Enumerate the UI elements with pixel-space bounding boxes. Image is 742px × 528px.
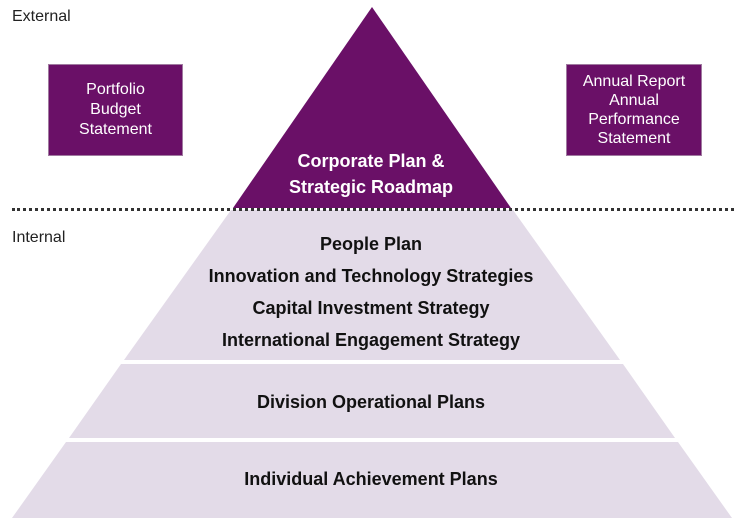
strategy-item: Innovation and Technology Strategies: [208, 266, 534, 286]
internal-zone-label: Internal: [12, 229, 66, 246]
box-line: Statement: [79, 121, 152, 138]
annual-report-box: Annual Report Annual Performance Stateme…: [566, 64, 702, 156]
strategies-text: People Plan Innovation and Technology St…: [0, 228, 742, 356]
apex-line-2: Strategic Roadmap: [288, 177, 454, 197]
apex-text: Corporate Plan & Strategic Roadmap: [0, 148, 742, 200]
strategy-item: People Plan: [319, 234, 423, 254]
strategy-item: Capital Investment Strategy: [252, 298, 490, 318]
box-line: Performance: [588, 111, 680, 128]
external-internal-divider: [12, 208, 734, 211]
box-line: Statement: [597, 130, 671, 147]
external-zone-label: External: [12, 8, 71, 25]
pyramid-apex: [233, 7, 511, 208]
box-line: Portfolio: [86, 81, 145, 98]
strategy-item: International Engagement Strategy: [221, 330, 521, 350]
pyramid-tier-individual: [12, 442, 732, 518]
pyramid-tier-strategies: [124, 210, 620, 360]
individual-achievement-plans-label: Individual Achievement Plans: [244, 469, 498, 489]
box-line: Annual: [609, 92, 659, 109]
apex-line-1: Corporate Plan &: [297, 151, 445, 171]
portfolio-budget-statement-box: Portfolio Budget Statement: [48, 64, 183, 156]
box-line: Budget: [90, 101, 141, 118]
division-operational-plans-label: Division Operational Plans: [256, 392, 486, 412]
pyramid-tier-division: [69, 364, 675, 438]
box-line: Annual Report: [582, 73, 686, 90]
